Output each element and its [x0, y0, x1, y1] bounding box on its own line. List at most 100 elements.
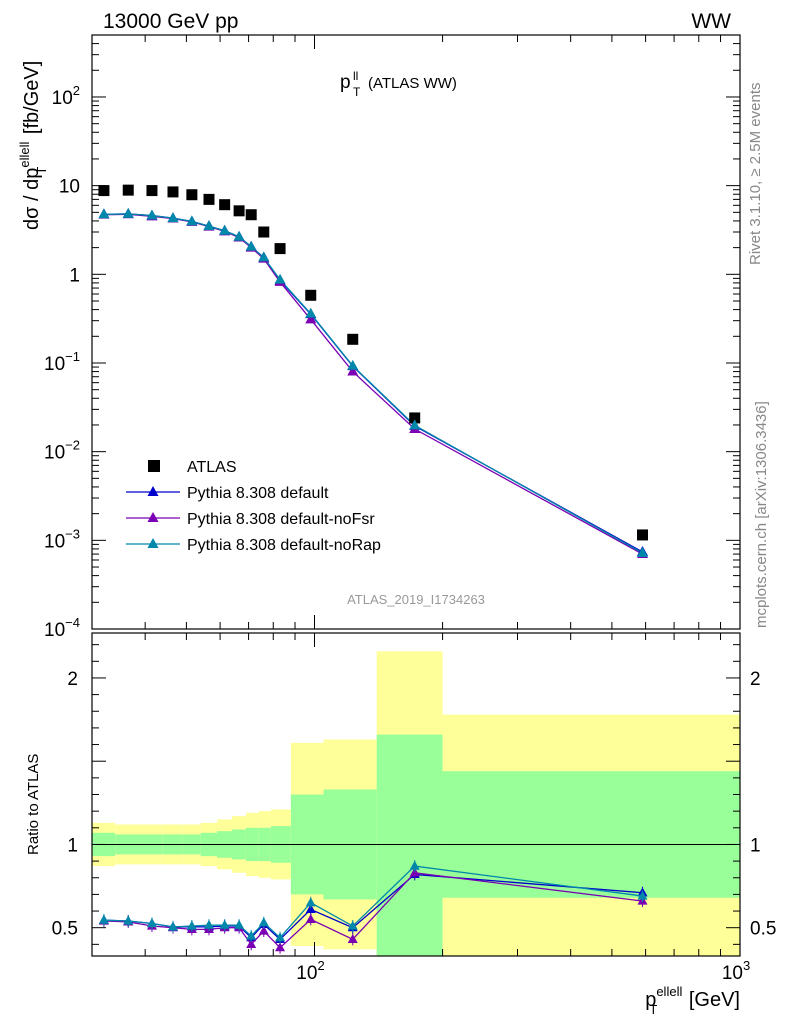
plot-title-sub: T: [353, 85, 361, 99]
mc-data-point: [409, 419, 421, 430]
main-plot-frame: [91, 34, 741, 630]
atlas-data-point: [122, 184, 134, 196]
legend: ATLAS Pythia 8.308 default Pythia 8.308 de…: [126, 459, 381, 554]
mc-data-point: [186, 215, 198, 226]
mc-data-point: [146, 209, 158, 220]
mc-data-point: [167, 212, 179, 223]
mcplots-label: mcplots.cern.ch [arXiv:1306.3436]: [753, 401, 770, 628]
ylabel-main-sup: ellell: [17, 141, 32, 167]
xlabel-sub: T: [649, 1002, 657, 1017]
energy-label: 13000 GeV pp: [103, 10, 238, 33]
mc-data-point: [203, 220, 215, 231]
legend-marker: [147, 512, 159, 522]
ratio-data-point: [275, 932, 286, 942]
ratio-y-tick-label-right: 1: [750, 835, 761, 856]
atlas-data-point: [636, 529, 648, 541]
atlas-data-point: [146, 185, 158, 197]
ratio-data-point: [305, 913, 316, 923]
atlas-data-point: [203, 193, 215, 205]
main-plot-data: [98, 184, 648, 559]
ratio-data-point: [258, 917, 269, 927]
mc-data-point: [245, 240, 257, 251]
ratio-data-point: [637, 890, 648, 900]
mc-data-point: [305, 307, 317, 318]
atlas-data-point: [409, 412, 421, 424]
main-y-tick-label: 10−2: [44, 438, 80, 464]
ratio-data-point: [186, 920, 197, 930]
main-series-line: [103, 213, 643, 554]
atlas-data-point: [186, 189, 198, 201]
atlas-data-point: [167, 186, 179, 198]
ratio-data-point: [98, 914, 109, 924]
ratio-data-point: [234, 919, 245, 929]
atlas-data-point: [98, 185, 110, 197]
ratio-y-axis-label: Ratio to ATLAS: [25, 754, 42, 855]
main-series-line: [103, 213, 643, 553]
ratio-y-tick-label: 2: [67, 669, 78, 690]
legend-label: ATLAS: [187, 459, 237, 476]
atlas-data-point: [305, 289, 317, 301]
ratio-data-point: [275, 942, 286, 952]
xlabel-unit: [GeV]: [683, 989, 740, 1011]
ratio-data-point: [347, 920, 358, 930]
rivet-label: Rivet 3.1.10, ≥ 2.5M events: [747, 83, 764, 266]
ratio-uncertainty-bands: [92, 651, 740, 956]
ratio-data-point: [203, 919, 214, 929]
main-y-tick-label: 10−4: [44, 615, 80, 641]
main-series-line: [103, 213, 643, 555]
mc-data-point: [258, 251, 270, 262]
legend-marker: [147, 538, 159, 548]
main-y-tick-label: 10−1: [44, 349, 80, 375]
plot-title: p ll T (ATLAS WW): [340, 69, 457, 99]
main-y-tick-label: 102: [52, 83, 80, 109]
legend-label: Pythia 8.308 default: [187, 485, 329, 502]
mc-data-point: [347, 359, 359, 370]
ratio-y-tick-label-right: 0.5: [750, 919, 776, 940]
ylabel-main-unit: [fb/GeV]: [21, 61, 43, 140]
main-plot-axes: 10−4 10−3 10−2 10−1 1 10 102: [44, 34, 740, 641]
ratio-y-tick-label: 0.5: [52, 919, 78, 940]
ratio-data-point: [305, 897, 316, 907]
plot-title-tail: (ATLAS WW): [368, 75, 457, 92]
ratio-data-point: [246, 938, 257, 948]
ratio-y-tick-label: 1: [67, 835, 78, 856]
atlas-data-point: [274, 243, 286, 255]
x-tick-label: 102: [296, 958, 324, 984]
ratio-band-inner: [442, 771, 740, 898]
mc-data-point: [98, 208, 110, 219]
atlas-data-point: [233, 205, 245, 217]
ratio-data-point: [219, 919, 230, 929]
mc-data-point: [347, 365, 359, 376]
atlas-data-point: [347, 333, 359, 345]
ylabel-main-sub: T: [34, 167, 49, 175]
ratio-data-point: [146, 918, 157, 928]
main-y-tick-label: 10−3: [44, 526, 80, 552]
svg-text:dσ / dpellellT [fb/GeV]: dσ / dpellellT [fb/GeV]: [17, 61, 49, 230]
mc-data-point: [636, 547, 648, 557]
mc-data-point: [219, 224, 231, 235]
ratio-data-point: [246, 930, 257, 940]
ratio-data-point: [347, 933, 358, 943]
legend-label: Pythia 8.308 default-noRap: [187, 537, 381, 554]
x-axis-label: pellell T [GeV]: [645, 984, 740, 1017]
main-y-tick-label: 10: [59, 177, 80, 198]
atlas-data-point: [245, 209, 257, 221]
mc-data-point: [122, 207, 134, 218]
legend-marker: [147, 486, 159, 496]
ratio-plot-data: [98, 860, 648, 954]
plot-title-sup: ll: [353, 69, 358, 83]
xlabel-sup: ellell: [656, 984, 682, 999]
legend-marker-atlas: [148, 460, 160, 472]
ylabel-main: dσ / dp: [21, 168, 43, 230]
svg-text:pellellT [GeV]: pellell T [GeV]: [645, 984, 740, 1017]
mc-data-point: [274, 273, 286, 284]
ratio-y-tick-label-right: 2: [750, 669, 761, 690]
mc-data-point: [233, 230, 245, 241]
atlas-data-point: [219, 199, 231, 211]
plot-title-main: p: [340, 72, 351, 93]
analysis-label: ATLAS_2019_I1734263: [347, 592, 485, 607]
ratio-data-point: [409, 860, 420, 870]
ratio-data-point: [167, 921, 178, 931]
